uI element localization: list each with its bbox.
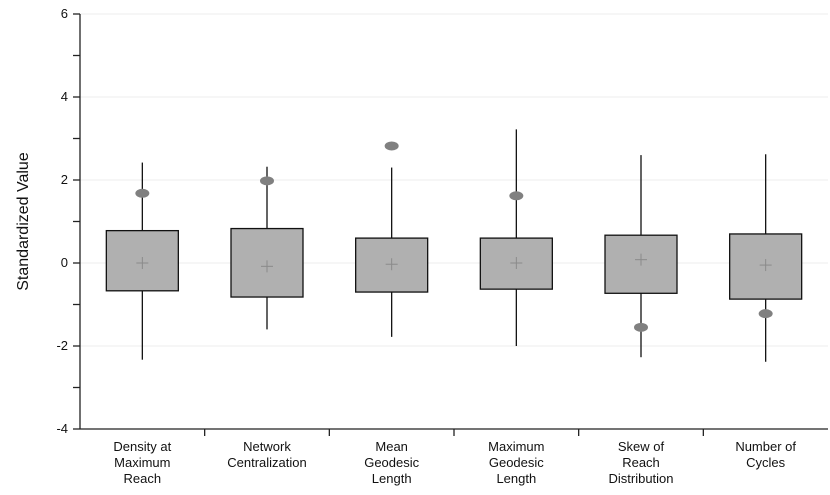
x-category-label-line: Network: [243, 439, 291, 454]
x-category-label-line: Distribution: [608, 471, 673, 486]
y-tick-label: -4: [56, 421, 68, 436]
outlier-point: [509, 191, 524, 201]
x-category-label-line: Maximum: [114, 455, 170, 470]
y-tick-label: 0: [61, 255, 68, 270]
grid-lines: [80, 13, 828, 347]
y-tick-label: 4: [61, 89, 68, 104]
x-category-label-line: Length: [372, 471, 412, 486]
x-category-label-line: Maximum: [488, 439, 544, 454]
y-tick-label: 6: [61, 6, 68, 21]
x-category-label: Maximum Geodesic Length: [488, 439, 544, 486]
outlier-point: [260, 176, 274, 186]
box-6: [729, 154, 803, 362]
outlier-point: [758, 309, 773, 319]
outlier-point: [634, 322, 648, 332]
x-category-label-line: Cycles: [746, 455, 786, 470]
x-category-label-line: Centralization: [227, 455, 307, 470]
y-tick-label: 2: [61, 172, 68, 187]
box-series: [105, 129, 803, 362]
x-category-label: Number of Cycles: [735, 439, 796, 470]
box-3: [355, 141, 429, 337]
x-category-label-line: Number of: [735, 439, 796, 454]
box-2: [230, 166, 304, 330]
x-category-label: Network Centralization: [227, 439, 307, 470]
box-4: [479, 129, 553, 346]
outlier-point: [384, 141, 399, 151]
x-category-label-line: Mean: [375, 439, 408, 454]
x-category-label-line: Length: [496, 471, 536, 486]
box-1: [105, 162, 179, 360]
y-axis: -4 -2 0 2 4 6: [56, 6, 81, 436]
x-category-label-line: Reach: [622, 455, 660, 470]
x-category-label: Skew of Reach Distribution: [608, 439, 673, 486]
outlier-point: [135, 188, 150, 198]
x-category-label-line: Skew of: [618, 439, 665, 454]
box-5: [604, 155, 678, 358]
y-axis-title: Standardized Value: [15, 152, 32, 291]
x-category-label-line: Density at: [113, 439, 171, 454]
x-category-label-line: Reach: [124, 471, 162, 486]
x-category-label: Mean Geodesic Length: [364, 439, 419, 486]
x-category-label: Density at Maximum Reach: [113, 439, 171, 486]
x-category-label-line: Geodesic: [364, 455, 419, 470]
y-tick-label: -2: [56, 338, 68, 353]
x-category-label-line: Geodesic: [489, 455, 544, 470]
